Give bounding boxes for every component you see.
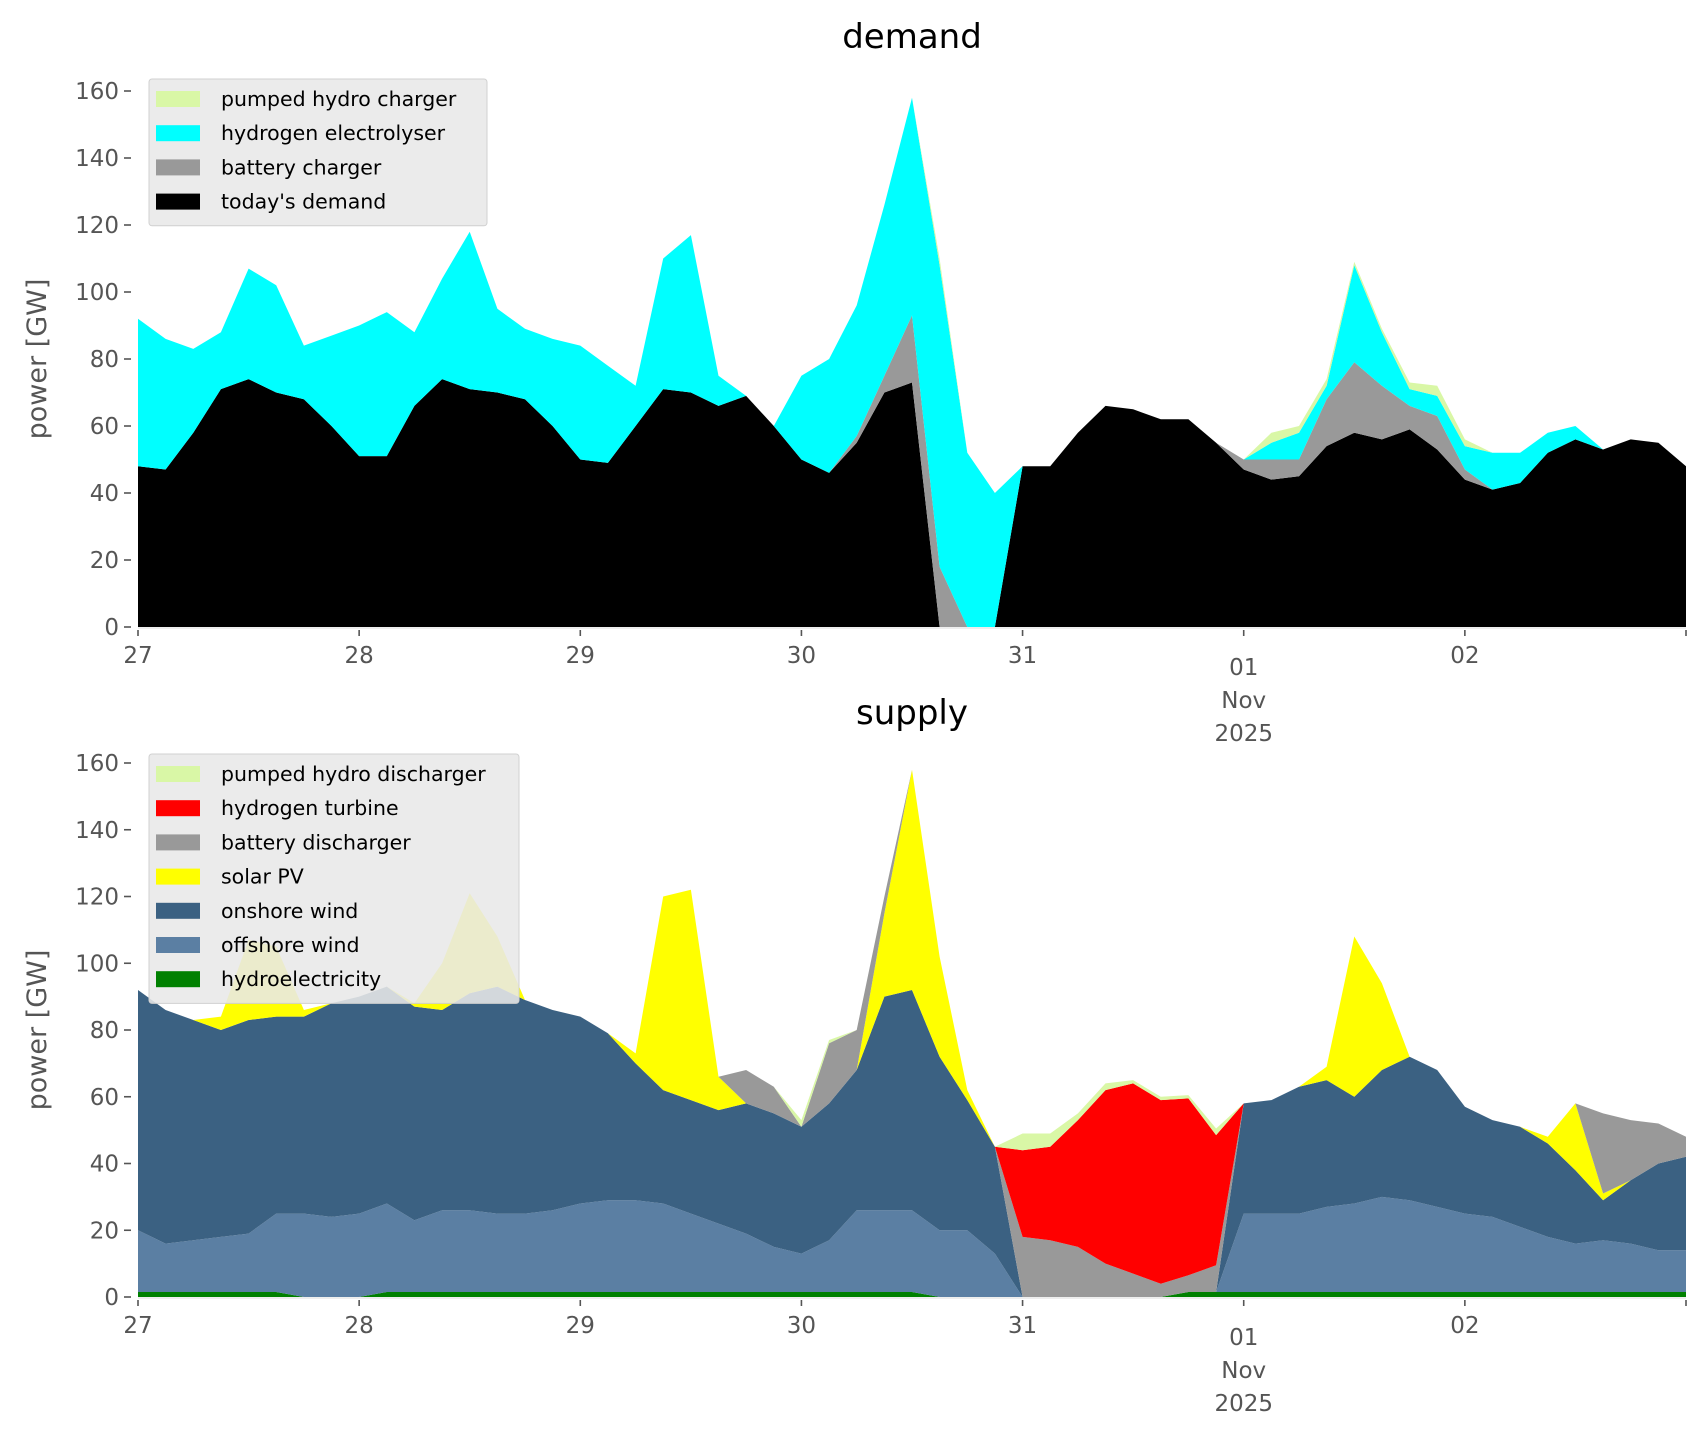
supply-y-tick-label: 80: [90, 1018, 119, 1044]
supply-x-tick-label: 28: [345, 1313, 374, 1339]
legend-label: hydrogen electrolyser: [221, 121, 446, 145]
legend-label: solar PV: [221, 865, 304, 889]
demand-y-axis: 0 20 40 60 80 100 120 140 160: [75, 79, 131, 641]
demand-y-tick-label: 20: [90, 548, 119, 574]
legend-item-solar-pv: solar PV: [156, 865, 304, 889]
legend-swatch: [156, 834, 200, 851]
legend-swatch: [156, 159, 200, 176]
demand-areas: [138, 97, 1686, 627]
supply-area-onshore-wind: [138, 986, 1686, 1297]
supply-y-tick-label: 40: [90, 1152, 119, 1178]
legend-swatch: [156, 193, 200, 210]
demand-x-tick-label: 2025: [1214, 721, 1273, 747]
supply-x-axis: 27 28 29 30 31 01 Nov 2025 02: [123, 1297, 1687, 1417]
supply-area-hydroelectricity: [138, 1292, 1686, 1297]
supply-area-offshore-wind: [138, 1196, 1686, 1297]
legend-label: today's demand: [221, 190, 386, 214]
legend-label: pumped hydro discharger: [221, 762, 486, 786]
supply-y-tick-label: 160: [75, 751, 119, 777]
legend-label: battery charger: [221, 155, 382, 179]
demand-x-tick-label: Nov: [1221, 688, 1266, 714]
supply-y-axis: 0 20 40 60 80 100 120 140 160: [75, 751, 131, 1311]
legend-item-today-s-demand: today's demand: [156, 190, 386, 214]
legend-item-hydrogen-electrolyser: hydrogen electrolyser: [156, 121, 446, 145]
legend-item-onshore-wind: onshore wind: [156, 899, 358, 923]
demand-legend-box: [148, 78, 488, 227]
legend-swatch: [156, 902, 200, 919]
legend-swatch: [156, 800, 200, 817]
demand-y-tick-label: 140: [75, 146, 119, 172]
legend-item-battery-discharger: battery discharger: [156, 830, 411, 854]
legend-item-pumped-hydro-discharger: pumped hydro discharger: [156, 762, 486, 786]
demand-x-tick-label: 29: [566, 643, 595, 669]
legend-item-hydrogen-turbine: hydrogen turbine: [156, 796, 399, 820]
demand-area-battery-charger: [138, 315, 1686, 627]
supply-y-tick-label: 0: [104, 1285, 119, 1311]
demand-y-tick-label: 0: [104, 615, 119, 641]
legend-swatch: [156, 125, 200, 142]
supply-x-tick-label: 2025: [1214, 1391, 1273, 1417]
legend-item-hydroelectricity: hydroelectricity: [156, 967, 381, 991]
supply-y-tick-label: 20: [90, 1218, 119, 1244]
supply-x-tick-label: Nov: [1221, 1358, 1266, 1384]
demand-x-tick-label: 27: [123, 643, 152, 669]
supply-y-tick-label: 140: [75, 818, 119, 844]
legend-label: offshore wind: [221, 933, 359, 957]
supply-x-tick-label: 02: [1450, 1313, 1479, 1339]
demand-x-tick-label: 30: [787, 643, 816, 669]
demand-y-axis-label: power [GW]: [22, 279, 53, 440]
demand-x-tick-label: 28: [345, 643, 374, 669]
demand-title: demand: [842, 17, 982, 57]
supply-areas: [138, 769, 1686, 1297]
supply-area-solar-pv: [138, 769, 1686, 1297]
legend-item-pumped-hydro-charger: pumped hydro charger: [156, 87, 457, 111]
supply-x-tick-label: 27: [123, 1313, 152, 1339]
demand-y-tick-label: 100: [75, 280, 119, 306]
supply-x-tick-label: 29: [566, 1313, 595, 1339]
demand-y-tick-label: 80: [90, 347, 119, 373]
demand-y-tick-label: 60: [90, 414, 119, 440]
supply-x-tick-label: 30: [787, 1313, 816, 1339]
supply-title: supply: [856, 693, 968, 733]
supply-legend-box: [148, 753, 520, 1004]
supply-y-tick-label: 60: [90, 1085, 119, 1111]
demand-y-tick-label: 160: [75, 79, 119, 105]
legend-item-offshore-wind: offshore wind: [156, 933, 359, 957]
demand-area-today-s-demand: [138, 379, 1686, 627]
demand-y-tick-label: 40: [90, 481, 119, 507]
demand-y-tick-label: 120: [75, 213, 119, 239]
legend-swatch: [156, 91, 200, 107]
legend-label: battery discharger: [221, 830, 411, 854]
demand-x-tick-label: 31: [1008, 643, 1037, 669]
supply-x-tick-label: 31: [1008, 1313, 1037, 1339]
legend-swatch: [156, 766, 200, 782]
legend-swatch: [156, 971, 200, 988]
supply-y-tick-label: 120: [75, 885, 119, 911]
legend-swatch: [156, 868, 200, 885]
supply-y-axis-label: power [GW]: [22, 950, 53, 1111]
legend-swatch: [156, 937, 200, 953]
supply-x-tick-label: 01: [1229, 1325, 1258, 1351]
demand-x-tick-label: 01: [1229, 655, 1258, 681]
legend-item-battery-charger: battery charger: [156, 155, 382, 179]
legend-label: hydrogen turbine: [221, 796, 399, 820]
demand-legend: pumped hydro charger hydrogen electrolyse…: [148, 78, 488, 227]
legend-label: onshore wind: [221, 899, 358, 923]
demand-x-tick-label: 02: [1450, 643, 1479, 669]
supply-y-tick-label: 100: [75, 951, 119, 977]
legend-label: pumped hydro charger: [221, 87, 457, 111]
legend-label: hydroelectricity: [221, 967, 381, 991]
supply-legend: pumped hydro discharger hydrogen turbine b…: [148, 753, 520, 1004]
demand-x-axis: 27 28 29 30 31 01 Nov 2025 02: [123, 627, 1687, 747]
demand-area-hydrogen-electrolyser: [138, 97, 1686, 627]
